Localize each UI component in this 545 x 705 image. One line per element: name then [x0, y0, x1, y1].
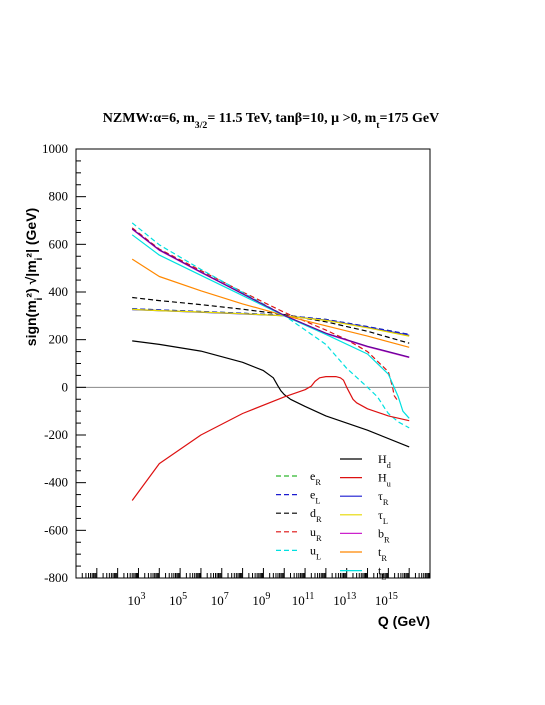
- legend-label: bR: [378, 526, 390, 544]
- x-axis-title: Q (GeV): [378, 613, 430, 629]
- y-axis: -800 -600 -400 -200 0 200 400 600 800 1000: [42, 141, 86, 585]
- series-line-t-l: [131, 234, 410, 419]
- legend-label: τL: [378, 508, 388, 526]
- series-line-u-r: [131, 227, 399, 402]
- series-group: [131, 222, 410, 501]
- series-line-d-r: [132, 296, 410, 344]
- legend-label: Hd: [378, 452, 392, 470]
- series-line--r: [132, 309, 410, 336]
- series-line-u-l: [131, 222, 410, 429]
- series-line-t-r: [131, 258, 410, 348]
- x-tick-label: 109: [252, 591, 270, 608]
- chart-title: NZMW:α=6, m3/2= 11.5 TeV, tanβ=10, μ >0,…: [103, 111, 439, 131]
- series-line-h-d: [132, 340, 410, 448]
- y-tick-label: 0: [62, 379, 69, 394]
- legend-label: eL: [310, 488, 320, 506]
- y-tick-label: -600: [44, 522, 68, 537]
- y-tick-label: 800: [49, 189, 69, 204]
- y-tick-label: 200: [49, 332, 69, 347]
- x-tick-label: 107: [211, 591, 229, 608]
- x-axis: 103 105 107 109 1011 1013 1015: [75, 568, 430, 608]
- y-tick-label: 1000: [42, 141, 68, 156]
- y-axis-title: sign(mi²) √|mi²| (GeV): [23, 208, 45, 346]
- legend-label: uR: [310, 525, 322, 543]
- y-tick-label: 400: [49, 284, 69, 299]
- x-tick-label: 1015: [375, 591, 398, 608]
- x-tick-label: 1013: [333, 591, 356, 608]
- legend-label: uL: [310, 543, 321, 561]
- series-line-b-r: [131, 228, 410, 359]
- y-tick-label: -200: [44, 427, 68, 442]
- legend-label: Hu: [378, 471, 392, 489]
- legend-label: tR: [378, 545, 387, 563]
- y-tick-label: -800: [44, 570, 68, 585]
- series-line-h-u: [131, 376, 410, 501]
- x-tick-label: 1011: [292, 591, 315, 608]
- y-tick-label: -400: [44, 475, 68, 490]
- series-line-purple-extra: [131, 228, 410, 358]
- legend-label: dR: [310, 506, 322, 524]
- x-tick-label: 105: [169, 591, 187, 608]
- legend-label: eR: [310, 469, 321, 487]
- y-tick-label: 600: [49, 236, 69, 251]
- series-line--l: [132, 308, 410, 337]
- x-tick-label: 103: [127, 591, 145, 608]
- legend-label: tL: [378, 564, 386, 582]
- legend-label: τR: [378, 489, 389, 507]
